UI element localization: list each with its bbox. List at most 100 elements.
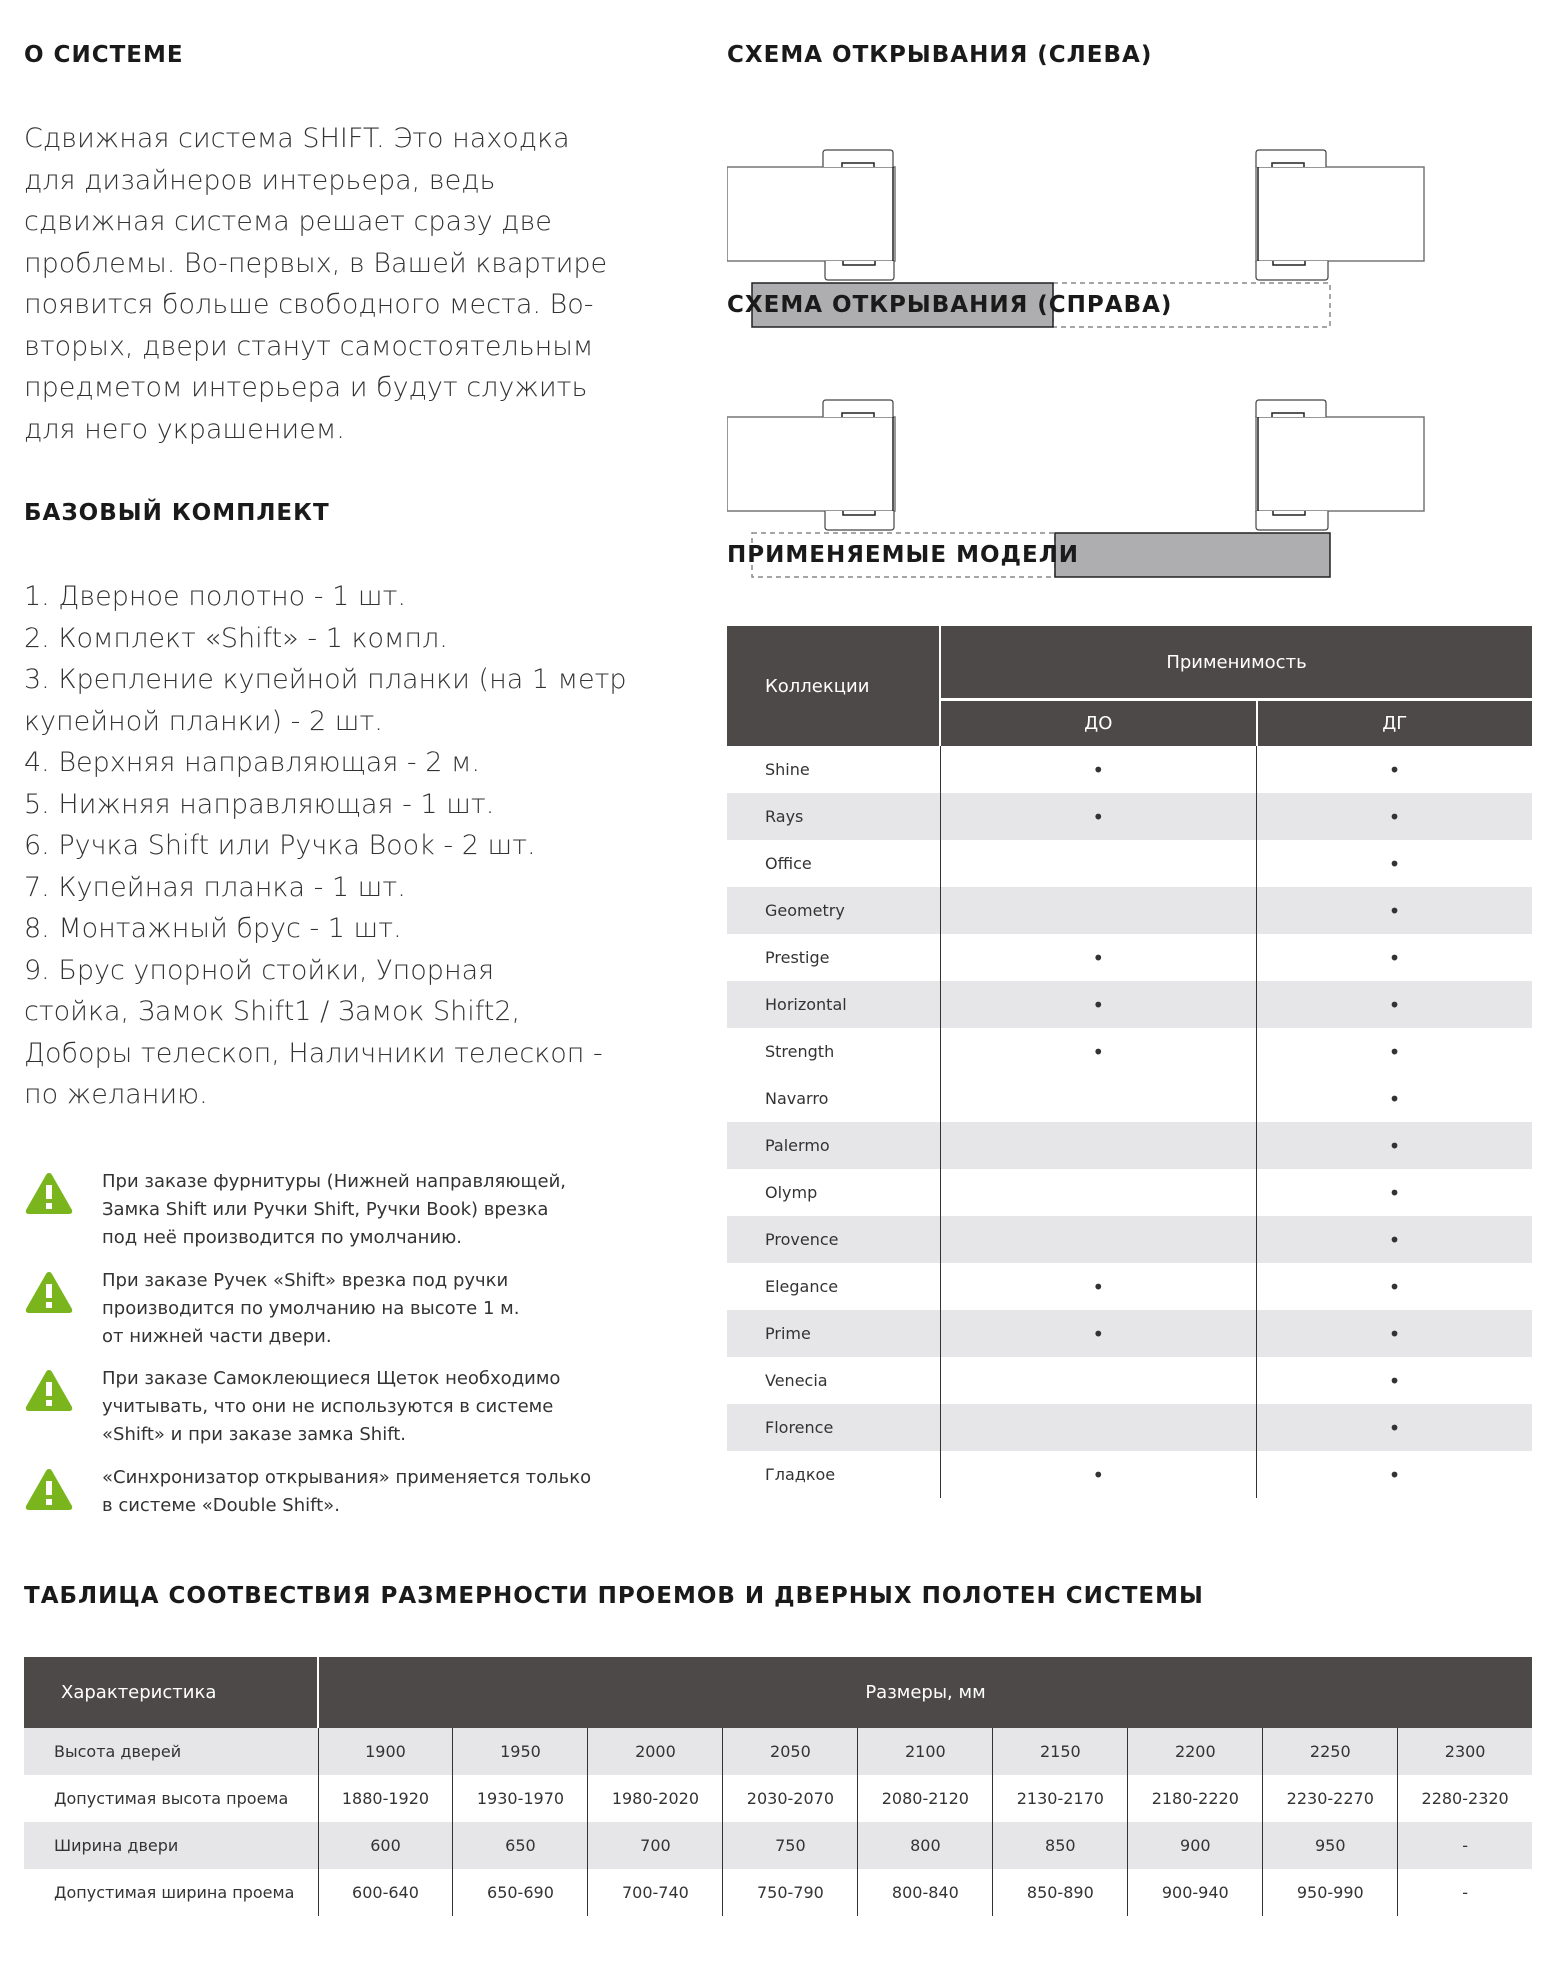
kit-list-item: 4. Верхняя направляющая - 2 м.	[24, 747, 480, 778]
collection-name: Shine	[765, 760, 810, 779]
size-cell: 850	[992, 1822, 1128, 1869]
table-row: Navarro •	[727, 1075, 1532, 1122]
applicability-do-cell	[939, 1122, 1257, 1169]
about-paragraph: Сдвижная система SHIFT. Это находка для д…	[24, 118, 607, 450]
size-cell: 850-890	[992, 1869, 1128, 1916]
table-row: Palermo •	[727, 1122, 1532, 1169]
table-row: Rays • •	[727, 793, 1532, 840]
collection-name: Prestige	[765, 948, 830, 967]
applicability-do-cell	[939, 1357, 1257, 1404]
kit-list-item: стойка, Замок Shift1 / Замок Shift2,	[24, 996, 521, 1027]
size-cell: 2250	[1262, 1728, 1398, 1775]
table-row: Допустимая высота проема 1880-1920 1930-19…	[24, 1775, 1532, 1822]
models-table: Коллекции Применимость ДО ДГ Shine • • Rays…	[727, 626, 1532, 1498]
size-cell: 950-990	[1262, 1869, 1398, 1916]
note-text: При заказе фурнитуры (Нижней направляюще…	[102, 1168, 566, 1252]
size-cell: 2050	[722, 1728, 858, 1775]
about-line: для него украшением.	[24, 413, 345, 445]
applicability-dg-cell: •	[1256, 1357, 1532, 1404]
size-cell: 650	[452, 1822, 588, 1869]
warning-triangle-icon	[25, 1272, 73, 1313]
kit-heading: БАЗОВЫЙ КОМПЛЕКТ	[24, 500, 330, 526]
size-cell: 1900	[317, 1728, 453, 1775]
collection-name: Palermo	[727, 1122, 940, 1169]
size-cell: 600-640	[317, 1869, 453, 1916]
door-panel	[751, 282, 1054, 328]
note-line: Замка Shift или Ручки Shift, Ручки Book)…	[102, 1199, 549, 1220]
collection-name: Гладкое	[765, 1465, 836, 1484]
size-cell: 2200	[1127, 1728, 1263, 1775]
applicability-do-cell: •	[939, 746, 1257, 793]
collection-name: Geometry	[727, 887, 940, 934]
scheme-right-diagram	[726, 395, 1427, 590]
applicability-do-cell	[939, 1404, 1257, 1451]
table-row: Elegance • •	[727, 1263, 1532, 1310]
size-cell: 1930-1970	[452, 1775, 588, 1822]
applicability-do-cell	[939, 840, 1257, 887]
size-cell: 800-840	[857, 1869, 993, 1916]
size-cell: 2150	[992, 1728, 1128, 1775]
size-cell: 700-740	[587, 1869, 723, 1916]
note-line: от нижней части двери.	[102, 1326, 332, 1347]
note-line: под неё производится по умолчанию.	[102, 1227, 463, 1248]
kit-list-item: 3. Крепление купейной планки (на 1 метр	[24, 664, 627, 695]
size-cell: 2000	[587, 1728, 723, 1775]
about-line: вторых, двери станут самостоятельным	[24, 330, 594, 362]
size-cell: 950	[1262, 1822, 1398, 1869]
note-line: производится по умолчанию на высоте 1 м.	[102, 1298, 520, 1319]
size-cell: 1980-2020	[587, 1775, 723, 1822]
note-line: При заказе Самоклеющиеся Щеток необходим…	[102, 1368, 561, 1389]
table-row: Provence •	[727, 1216, 1532, 1263]
note-line: «Синхронизатор открывания» применяется т…	[102, 1467, 592, 1488]
warning-triangle-icon	[25, 1370, 73, 1411]
size-cell: -	[1397, 1822, 1532, 1869]
kit-list-item: купейной планки) - 2 шт.	[24, 705, 383, 737]
kit-list-item: 5. Нижняя направляющая - 1 шт.	[24, 788, 495, 820]
characteristic-name: Ширина двери	[24, 1822, 318, 1869]
applicability-do-cell: •	[939, 1310, 1257, 1357]
applicability-dg-cell: •	[1256, 1028, 1532, 1075]
applicability-do-cell	[939, 1075, 1257, 1122]
table-row: Strength • •	[727, 1028, 1532, 1075]
applicability-dg-cell: •	[1256, 840, 1532, 887]
table-row: Prestige • •	[727, 934, 1532, 981]
kit-list-item: 1. Дверное полотно - 1 шт.	[24, 581, 406, 612]
note-line: При заказе Ручек «Shift» врезка под ручк…	[102, 1270, 509, 1291]
note-line: в системе «Double Shift».	[102, 1495, 340, 1516]
table-row: Florence •	[727, 1404, 1532, 1451]
col-applicability: Применимость	[939, 626, 1532, 701]
col-sizes: Размеры, мм	[317, 1657, 1532, 1728]
applicability-dg-cell: •	[1256, 746, 1532, 793]
size-cell: 600	[317, 1822, 453, 1869]
characteristic-name: Допустимая ширина проема	[54, 1883, 295, 1902]
note-line: «Shift» и при заказе замка Shift.	[102, 1424, 407, 1445]
note-text: «Синхронизатор открывания» применяется т…	[102, 1464, 591, 1520]
kit-list-item: 8. Монтажный брус - 1 шт.	[24, 913, 402, 944]
size-cell: 2300	[1397, 1728, 1532, 1775]
size-cell: -	[1397, 1869, 1532, 1916]
collection-name: Provence	[727, 1216, 940, 1263]
table-row: Venecia •	[727, 1357, 1532, 1404]
col-characteristic: Характеристика	[24, 1657, 318, 1728]
size-cell: 1950	[452, 1728, 588, 1775]
applicability-do-cell: •	[939, 1263, 1257, 1310]
applicability-dg-cell: •	[1256, 1451, 1532, 1498]
collection-name: Rays	[727, 793, 940, 840]
collection-name: Prime	[727, 1310, 940, 1357]
size-cell: 900	[1127, 1822, 1263, 1869]
table-row: Horizontal • •	[727, 981, 1532, 1028]
size-cell: 800	[857, 1822, 993, 1869]
collection-name: Elegance	[765, 1277, 839, 1296]
table-row: Высота дверей 1900 1950 2000 2050 2100 2150 220…	[24, 1728, 1532, 1775]
applicability-do-cell	[939, 1169, 1257, 1216]
characteristic-name: Высота дверей	[24, 1728, 318, 1775]
size-cell: 900-940	[1127, 1869, 1263, 1916]
table-row: Geometry •	[727, 887, 1532, 934]
size-cell: 750	[722, 1822, 858, 1869]
size-cell: 700	[587, 1822, 723, 1869]
col-dg: ДГ	[1255, 699, 1532, 746]
models-heading: ПРИМЕНЯЕМЫЕ МОДЕЛИ	[727, 542, 1080, 568]
kit-list: 1. Дверное полотно - 1 шт. 2. Комплект «S…	[24, 576, 627, 1116]
about-line: предметом интерьера и будут служить	[24, 372, 588, 403]
table-row: Office •	[727, 840, 1532, 887]
